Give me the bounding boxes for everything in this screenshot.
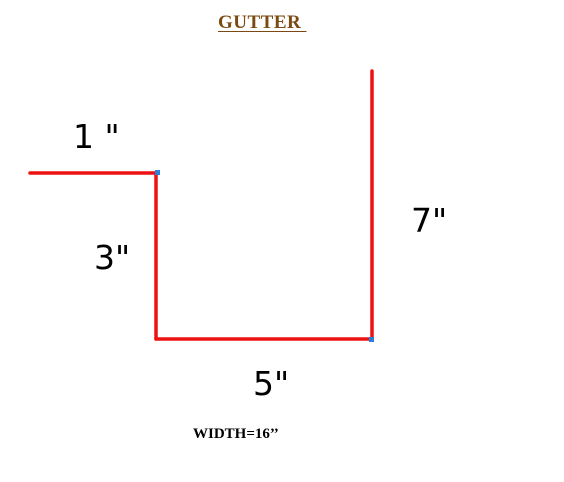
dimension-label-front-height: 7" xyxy=(411,201,448,240)
dimension-label-back-height: 3" xyxy=(94,238,131,277)
corner-marker-top xyxy=(155,170,160,175)
total-width-label: WIDTH=16’’ xyxy=(193,426,279,442)
corner-marker-bottom-right xyxy=(369,337,374,342)
dimension-label-bottom: 5" xyxy=(253,364,290,403)
dimension-label-flange: 1 " xyxy=(73,117,120,156)
diagram-title: GUTTER xyxy=(218,12,307,33)
